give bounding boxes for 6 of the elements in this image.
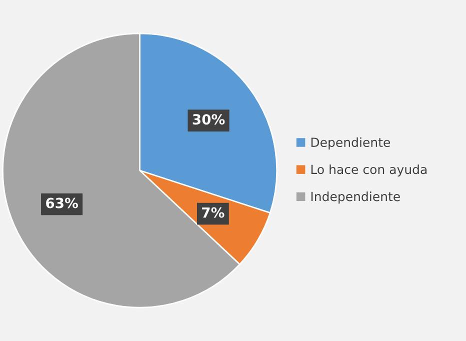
data-label: 63% <box>46 198 78 208</box>
data-label: 30% <box>192 114 225 125</box>
legend-label: Lo hace con ayuda <box>311 164 427 177</box>
data-label: 7% <box>202 207 224 218</box>
legend-label: Dependiente <box>311 137 390 150</box>
legend-label: Independiente <box>311 192 400 204</box>
